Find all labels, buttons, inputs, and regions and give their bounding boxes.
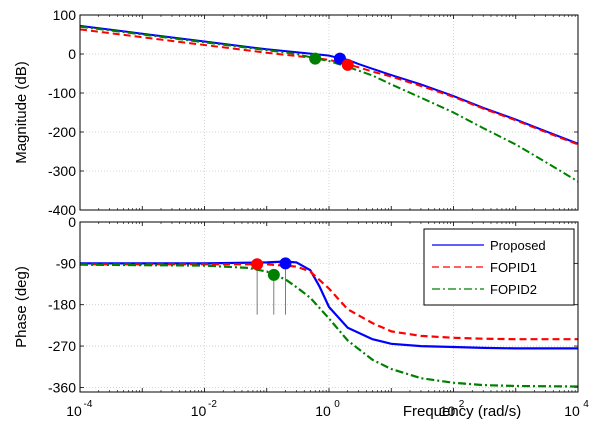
x-tick-label: 10 bbox=[66, 403, 82, 419]
x-tick-label-exponent: -2 bbox=[208, 399, 217, 410]
legend: Proposed FOPID1 FOPID2 bbox=[423, 228, 575, 306]
series-line-0 bbox=[80, 260, 578, 350]
series-line-2 bbox=[80, 25, 578, 183]
x-tick-label: 10 bbox=[315, 403, 331, 419]
x-tick-label-exponent: 2 bbox=[459, 399, 465, 410]
x-tick-label-exponent: -4 bbox=[84, 399, 93, 410]
marker-point-2 bbox=[309, 52, 322, 65]
y-tick-label: -270 bbox=[48, 338, 76, 354]
series-line-1 bbox=[80, 263, 578, 341]
legend-label-proposed: Proposed bbox=[490, 238, 546, 253]
y-tick-label: 0 bbox=[68, 214, 76, 230]
phase-ylabel: Phase (deg) bbox=[13, 266, 30, 348]
frequency-xlabel: Frequency (rad/s) bbox=[403, 403, 521, 420]
axes-frame bbox=[79, 221, 579, 393]
marker-point-0 bbox=[333, 52, 346, 65]
x-tick-label: 10 bbox=[191, 403, 207, 419]
legend-label-fopid1: FOPID1 bbox=[490, 260, 537, 275]
magnitude-ylabel: Magnitude (dB) bbox=[13, 61, 30, 164]
marker-point-1 bbox=[251, 258, 264, 271]
axes-frame bbox=[79, 14, 579, 211]
marker-point-0 bbox=[279, 257, 292, 270]
y-tick-label: 0 bbox=[68, 46, 76, 62]
x-tick-label-exponent: 0 bbox=[334, 399, 340, 410]
series-line-1 bbox=[80, 28, 578, 146]
series-group bbox=[80, 257, 578, 388]
marker-point-1 bbox=[341, 58, 354, 71]
y-tick-label: -200 bbox=[48, 124, 76, 140]
x-tick-label: 10 bbox=[564, 403, 580, 419]
y-tick-label: -180 bbox=[48, 297, 76, 313]
x-tick-label: 10 bbox=[440, 403, 456, 419]
y-tick-label: -90 bbox=[56, 255, 76, 271]
x-tick-label-exponent: 4 bbox=[583, 399, 589, 410]
marker-point-2 bbox=[267, 268, 280, 281]
y-tick-label: -360 bbox=[48, 379, 76, 395]
y-tick-label: -400 bbox=[48, 202, 76, 218]
legend-label-fopid2: FOPID2 bbox=[490, 282, 537, 297]
y-tick-label: -300 bbox=[48, 163, 76, 179]
y-tick-label: -100 bbox=[48, 85, 76, 101]
magnitude-axes: 100 0 -100 -200 -300 -400 bbox=[48, 7, 579, 218]
y-tick-label: 100 bbox=[53, 7, 77, 23]
series-group bbox=[80, 24, 578, 183]
